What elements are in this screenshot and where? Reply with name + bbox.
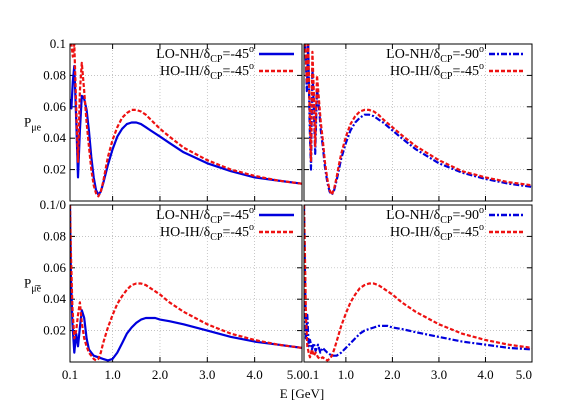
y-axis-label: Pμ̄ē bbox=[24, 276, 42, 295]
x-tick-label: 2.0 bbox=[152, 367, 168, 382]
y-tick-label: 0.06 bbox=[43, 260, 66, 275]
y-tick-label: 0.06 bbox=[43, 99, 66, 114]
y-tick-label: 0.1/0 bbox=[40, 197, 66, 212]
series-line-ho-ih bbox=[70, 44, 302, 198]
panel-frame bbox=[303, 43, 533, 202]
y-tick-label: 0.04 bbox=[43, 130, 66, 145]
x-tick-label: 3.0 bbox=[199, 367, 215, 382]
panel-frame bbox=[303, 204, 533, 363]
x-tick-label: 4.0 bbox=[247, 367, 263, 382]
series-line-lo-nh bbox=[70, 205, 302, 362]
y-tick-label: 0.02 bbox=[43, 323, 66, 338]
x-tick-label: 3.0 bbox=[431, 367, 447, 382]
y-axis-label: Pμe bbox=[24, 115, 42, 134]
y-tick-label: 0.02 bbox=[43, 162, 66, 177]
x-tick-label: 4.0 bbox=[477, 367, 493, 382]
series-line-ho-ih bbox=[304, 44, 532, 196]
legend-entry-label: HO-IH/δCP=-45o bbox=[390, 222, 484, 243]
x-tick-label-junction: 5.00.1 bbox=[287, 367, 320, 382]
y-tick-label: 0.08 bbox=[43, 228, 66, 243]
legend-entry-label: HO-IH/δCP=-45o bbox=[390, 61, 484, 82]
panels-layer: LO-NH/δCP=-45oHO-IH/δCP=-45o0.020.040.06… bbox=[24, 36, 533, 382]
legend-entry-label: LO-NH/δCP=-90o bbox=[386, 44, 484, 65]
series-line-ho-ih bbox=[70, 205, 302, 362]
series-line-lo-nh bbox=[304, 205, 532, 357]
x-tick-label: 0.1 bbox=[62, 367, 78, 382]
legend-entry-label: LO-NH/δCP=-90o bbox=[386, 205, 484, 226]
legend-entry-label: HO-IH/δCP=-45o bbox=[160, 61, 254, 82]
legend-entry-label: LO-NH/δCP=-45o bbox=[156, 205, 254, 226]
y-tick-label: 0.1 bbox=[50, 36, 66, 51]
x-tick-label: 2.0 bbox=[384, 367, 400, 382]
x-tick-label: 1.0 bbox=[338, 367, 354, 382]
x-tick-label: 5.0 bbox=[516, 367, 532, 382]
series-line-ho-ih bbox=[304, 205, 532, 362]
y-tick-label: 0.08 bbox=[43, 67, 66, 82]
series-line-lo-nh bbox=[70, 64, 302, 196]
x-tick-label: 1.0 bbox=[104, 367, 120, 382]
x-axis-title: E [GeV] bbox=[280, 386, 324, 401]
legend-entry-label: LO-NH/δCP=-45o bbox=[156, 44, 254, 65]
panel-frame bbox=[69, 43, 303, 202]
panel-frame bbox=[69, 204, 303, 363]
y-tick-label: 0.04 bbox=[43, 291, 66, 306]
legend-entry-label: HO-IH/δCP=-45o bbox=[160, 222, 254, 243]
